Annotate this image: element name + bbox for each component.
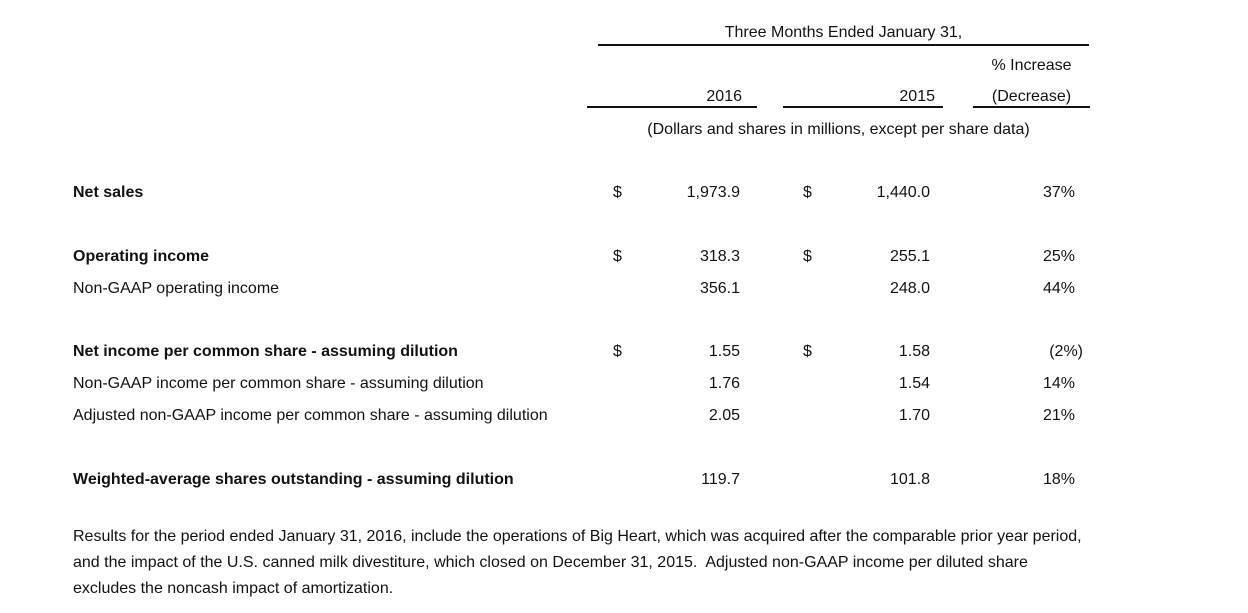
pct-change: 44% — [1042, 280, 1075, 297]
period-header: Three Months Ended January 31, — [724, 24, 963, 41]
table-row-non-gaap-operating-income: Non-GAAP operating income 356.1 248.0 44… — [73, 273, 1090, 305]
row-label: Net sales — [73, 184, 144, 201]
table-row-adjusted-non-gaap-income-per-share: Adjusted non-GAAP income per common shar… — [73, 400, 1090, 432]
table-row-net-income-per-share: Net income per common share - assuming d… — [73, 336, 1090, 368]
value-2015: 1.58 — [898, 343, 930, 360]
pct-increase-header-line2: (Decrease) — [991, 88, 1072, 105]
pct-change: 25% — [1042, 248, 1075, 265]
table-row-non-gaap-income-per-share: Non-GAAP income per common share - assum… — [73, 368, 1090, 400]
pct-change: 14% — [1042, 375, 1075, 392]
pct-increase-header-line1: % Increase — [991, 57, 1072, 74]
footnote-line: Results for the period ended January 31,… — [73, 528, 1082, 545]
value-2016: 2.05 — [708, 407, 740, 424]
column-underline-2016 — [587, 106, 757, 108]
row-label: Net income per common share - assuming d… — [73, 343, 458, 360]
value-2015: 101.8 — [889, 471, 930, 488]
value-2015: 1.70 — [898, 407, 930, 424]
table-row-net-sales: Net sales $ 1,973.9 $ 1,440.0 37% — [73, 177, 1090, 209]
value-2015: 1,440.0 — [876, 184, 930, 201]
currency-symbol-2015: $ — [803, 343, 812, 360]
row-label: Adjusted non-GAAP income per common shar… — [73, 407, 548, 424]
footnote: Results for the period ended January 31,… — [73, 524, 1193, 602]
currency-symbol-2015: $ — [803, 184, 812, 201]
pct-change: 21% — [1042, 407, 1075, 424]
pct-change: (2%) — [973, 336, 1090, 368]
footnote-line: excludes the noncash impact of amortizat… — [73, 580, 394, 597]
pct-change: 18% — [1042, 471, 1075, 488]
period-underline — [598, 44, 1089, 46]
year-header-2015: 2015 — [899, 88, 935, 105]
currency-symbol-2016: $ — [613, 248, 622, 265]
value-2016: 119.7 — [701, 471, 740, 488]
value-2016: 318.3 — [699, 248, 740, 265]
year-header-2016: 2016 — [706, 88, 742, 105]
value-2016: 356.1 — [699, 280, 740, 297]
currency-symbol-2016: $ — [613, 343, 622, 360]
table-body: Net sales $ 1,973.9 $ 1,440.0 37% Operat… — [73, 177, 1090, 496]
value-2016: 1,973.9 — [686, 184, 740, 201]
row-label: Weighted-average shares outstanding - as… — [73, 471, 514, 488]
pct-change-value: (2%) — [1049, 343, 1083, 360]
units-note: (Dollars and shares in millions, except … — [647, 121, 1030, 138]
pct-change: 37% — [1042, 184, 1075, 201]
value-2015: 1.54 — [898, 375, 930, 392]
table-row-weighted-average-shares: Weighted-average shares outstanding - as… — [73, 464, 1090, 496]
column-underline-2015 — [783, 106, 943, 108]
table-row-operating-income: Operating income $ 318.3 $ 255.1 25% — [73, 241, 1090, 273]
value-2016: 1.76 — [708, 375, 740, 392]
row-label: Non-GAAP income per common share - assum… — [73, 375, 484, 392]
column-underline-pct — [973, 106, 1090, 108]
value-2015: 255.1 — [889, 248, 930, 265]
value-2015: 248.0 — [889, 280, 930, 297]
currency-symbol-2015: $ — [803, 248, 812, 265]
value-2016: 1.55 — [708, 343, 740, 360]
footnote-line: and the impact of the U.S. canned milk d… — [73, 554, 1028, 571]
row-label: Operating income — [73, 248, 210, 265]
row-label: Non-GAAP operating income — [73, 280, 280, 297]
currency-symbol-2016: $ — [613, 184, 622, 201]
